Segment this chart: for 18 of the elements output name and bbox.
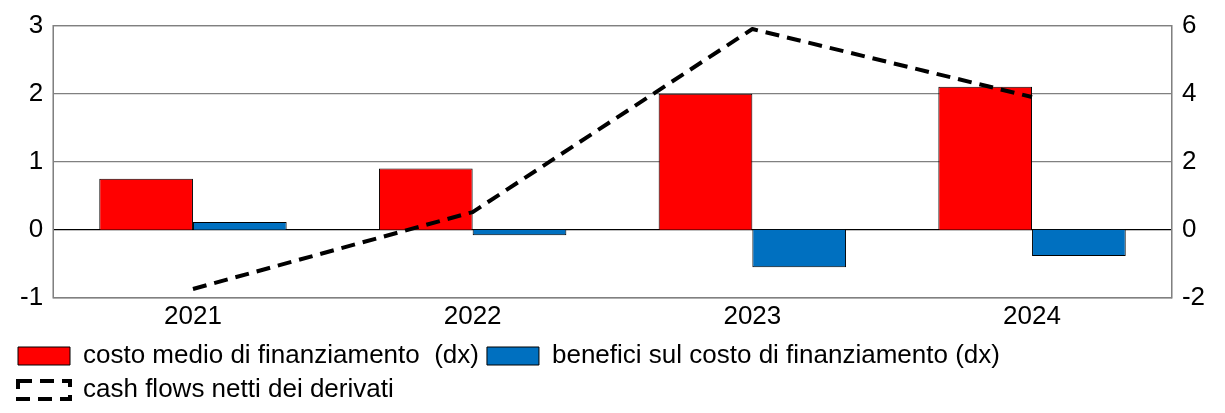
y-tick-label: 2 [28,76,44,107]
legend-label: cash flows netti dei derivati [83,373,394,404]
legend-label: benefici sul costo di finanziamento (dx) [551,339,1000,370]
legend-label: costo medio di finanziamento (dx) [83,339,479,370]
y2-tick-label: 0 [1181,212,1197,243]
y-tick-label: 0 [28,212,44,243]
y2-tick-label: 4 [1181,76,1197,107]
y2-tick-label: 2 [1181,144,1197,175]
y-tick-label: -1 [19,280,44,311]
y2-tick-label: -2 [1181,280,1206,311]
y-tick-label: 3 [28,8,44,39]
line-series [190,27,1035,291]
x-tick-label: 2023 [723,299,782,330]
y2-tick-label: 6 [1181,8,1197,39]
y-tick-label: 1 [28,144,44,175]
x-tick-label: 2022 [443,299,502,330]
x-tick-label: 2021 [164,299,222,330]
x-tick-label: 2024 [1003,299,1061,330]
